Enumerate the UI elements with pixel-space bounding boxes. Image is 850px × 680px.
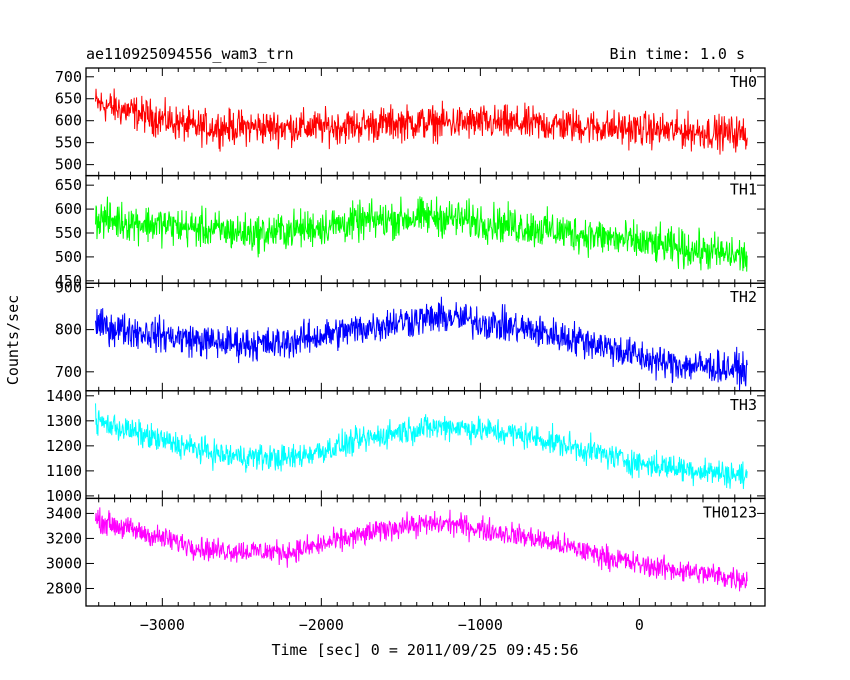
series-th1 bbox=[95, 196, 748, 272]
series-th0123 bbox=[95, 507, 748, 592]
panel-th1: 450 500 550 600 650 TH1 bbox=[55, 174, 766, 290]
series-th2 bbox=[95, 296, 748, 391]
y-tick-label: 500 bbox=[55, 248, 82, 266]
series-th3 bbox=[95, 403, 748, 490]
y-tick-label: 550 bbox=[55, 134, 82, 152]
panel-label: TH3 bbox=[730, 396, 757, 414]
y-tick-label: 800 bbox=[55, 321, 82, 339]
y-tick-label: 3000 bbox=[46, 554, 82, 572]
y-tick-label: 3400 bbox=[46, 504, 82, 522]
x-tick-label: 0 bbox=[635, 616, 644, 634]
y-tick-label: 700 bbox=[55, 68, 82, 86]
y-tick-label: 600 bbox=[55, 200, 82, 218]
x-tick-label: −1000 bbox=[458, 616, 503, 634]
panel-label: TH0 bbox=[730, 73, 757, 91]
panel-frame bbox=[85, 497, 766, 607]
y-tick-label: 500 bbox=[55, 156, 82, 174]
panel-th2: 700 800 900 TH2 bbox=[55, 278, 766, 392]
x-axis-label: Time [sec] 0 = 2011/09/25 09:45:56 bbox=[271, 641, 578, 659]
x-axis: −3000 −2000 −1000 0 bbox=[140, 616, 644, 634]
series-th0 bbox=[95, 88, 748, 155]
panel-label: TH1 bbox=[730, 181, 757, 199]
bin-time-label: Bin time: 1.0 s bbox=[610, 45, 745, 63]
y-tick-label: 1400 bbox=[46, 387, 82, 405]
y-tick-label: 650 bbox=[55, 90, 82, 108]
panels-group: 500 550 600 650 700 TH0 450 500 550 600 650 TH1 700 8… bbox=[46, 67, 766, 607]
y-tick-label: 1000 bbox=[46, 487, 82, 505]
y-tick-label: 1300 bbox=[46, 412, 82, 430]
x-tick-label: −2000 bbox=[299, 616, 344, 634]
panel-th3: 1000 1100 1200 1300 1400 TH3 bbox=[46, 387, 766, 505]
chart-title: ae110925094556_wam3_trn bbox=[86, 45, 294, 63]
panel-label: TH0123 bbox=[703, 503, 757, 521]
y-tick-label: 650 bbox=[55, 176, 82, 194]
y-tick-label: 550 bbox=[55, 224, 82, 242]
y-tick-label: 700 bbox=[55, 363, 82, 381]
y-tick-label: 1100 bbox=[46, 462, 82, 480]
panel-th0: 500 550 600 650 700 TH0 bbox=[55, 67, 766, 177]
y-tick-label: 600 bbox=[55, 112, 82, 130]
y-tick-label: 450 bbox=[55, 272, 82, 290]
y-tick-label: 1200 bbox=[46, 437, 82, 455]
x-tick-label: −3000 bbox=[140, 616, 185, 634]
y-axis-label: Counts/sec bbox=[4, 295, 22, 385]
y-tick-label: 2800 bbox=[46, 579, 82, 597]
y-tick-label: 900 bbox=[55, 278, 82, 296]
y-tick-label: 3200 bbox=[46, 529, 82, 547]
panel-label: TH2 bbox=[730, 288, 757, 306]
panel-th0123: 2800 3000 3200 3400 TH0123 bbox=[46, 497, 766, 607]
